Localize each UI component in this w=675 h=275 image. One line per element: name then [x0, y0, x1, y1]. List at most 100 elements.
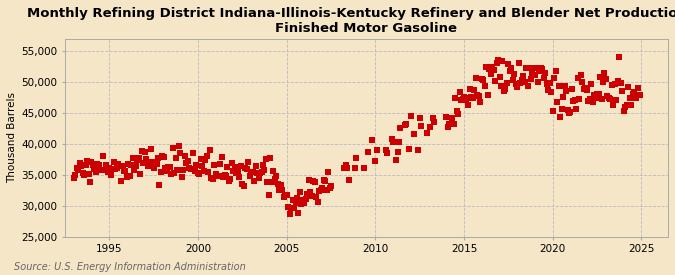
Point [429, 119, 440, 124]
Point [555, 115, 566, 119]
Point [76, 163, 86, 168]
Point [632, 93, 643, 97]
Point [192, 171, 203, 175]
Point [495, 84, 506, 88]
Point [136, 148, 147, 153]
Point [190, 169, 200, 173]
Point [105, 173, 116, 178]
Point [180, 154, 190, 158]
Point [265, 156, 276, 160]
Point [519, 80, 530, 84]
Point [129, 167, 140, 172]
Point [72, 166, 82, 170]
Point [587, 100, 598, 104]
Point [497, 59, 508, 63]
Point [466, 95, 477, 99]
Point [499, 89, 510, 94]
Point [617, 89, 628, 93]
Point [256, 170, 267, 174]
Point [623, 85, 634, 89]
Point [541, 82, 552, 86]
Point [546, 90, 557, 94]
Point [514, 61, 524, 65]
Point [261, 157, 271, 162]
Point [302, 192, 313, 196]
Point [253, 176, 264, 180]
Point [309, 180, 320, 184]
Point [141, 157, 152, 161]
Point [101, 162, 111, 167]
Point [107, 166, 117, 171]
Point [391, 158, 402, 163]
Point [281, 193, 292, 197]
Point [294, 189, 305, 194]
Point [382, 151, 393, 155]
Point [599, 71, 610, 76]
Point [479, 84, 490, 88]
Point [219, 173, 230, 177]
Point [394, 139, 404, 144]
Title: Monthly Refining District Indiana-Illinois-Kentucky Refinery and Blender Net Pro: Monthly Refining District Indiana-Illino… [26, 7, 675, 35]
Point [122, 174, 132, 179]
Point [172, 168, 183, 172]
Point [340, 163, 351, 167]
Point [176, 174, 187, 179]
Point [612, 79, 623, 84]
Point [163, 164, 173, 169]
Point [258, 163, 269, 167]
Point [274, 188, 285, 192]
Point [170, 156, 181, 160]
Point [422, 131, 433, 135]
Point [128, 156, 138, 160]
Point [160, 165, 171, 170]
Point [469, 88, 480, 93]
Point [191, 163, 202, 167]
Point [489, 79, 500, 84]
Point [510, 82, 521, 87]
Point [362, 150, 373, 154]
Point [178, 167, 188, 172]
Point [201, 154, 212, 158]
Point [633, 86, 644, 90]
Point [145, 147, 156, 152]
Point [595, 75, 605, 79]
Point [90, 170, 101, 174]
Point [97, 167, 107, 172]
Point [203, 169, 214, 174]
Point [238, 183, 249, 188]
Point [608, 103, 619, 107]
Point [568, 99, 579, 103]
Point [173, 144, 184, 148]
Point [217, 175, 228, 180]
Point [151, 161, 162, 166]
Point [493, 58, 504, 63]
Point [535, 65, 546, 70]
Point [401, 122, 412, 126]
Point [303, 178, 314, 183]
Point [500, 87, 511, 91]
Point [485, 72, 496, 76]
Point [194, 172, 205, 176]
Point [580, 86, 591, 90]
Point [114, 164, 125, 168]
Point [540, 70, 551, 75]
Point [349, 166, 360, 170]
Point [318, 178, 329, 183]
Point [610, 82, 620, 86]
Point [289, 206, 300, 210]
Point [413, 148, 424, 152]
Point [554, 84, 564, 89]
Point [484, 67, 495, 71]
Point [516, 78, 527, 82]
Point [240, 166, 250, 170]
Point [578, 87, 589, 92]
Point [104, 166, 115, 170]
Point [506, 66, 517, 70]
Point [293, 211, 304, 215]
Point [213, 174, 224, 178]
Point [551, 100, 562, 104]
Point [198, 169, 209, 174]
Point [272, 182, 283, 186]
Point [400, 123, 410, 127]
Point [367, 138, 378, 142]
